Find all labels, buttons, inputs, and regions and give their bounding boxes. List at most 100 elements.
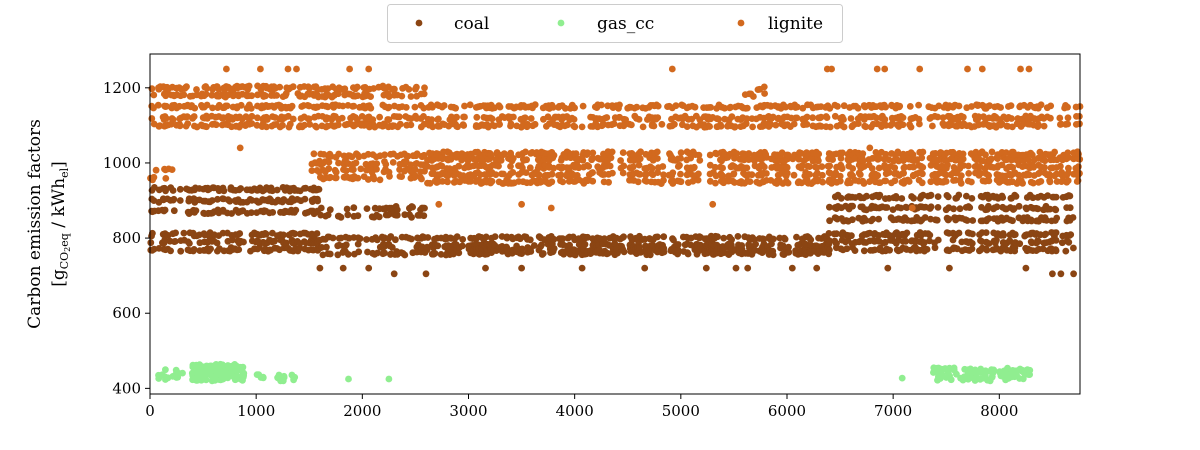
point-coal (1016, 240, 1024, 248)
point-lignite (209, 104, 216, 112)
point-lignite (263, 123, 270, 131)
point-coal (1067, 231, 1075, 239)
point-coal (863, 192, 870, 200)
point-lignite (435, 115, 442, 123)
point-coal (401, 251, 409, 259)
point-lignite (245, 82, 253, 90)
point-lignite (549, 104, 557, 111)
point-coal (147, 239, 155, 247)
point-coal (1029, 194, 1037, 202)
point-lignite (183, 113, 191, 121)
point-lignite (934, 113, 942, 121)
point-coal (714, 233, 721, 241)
point-lignite (598, 101, 605, 109)
point-coal (843, 245, 851, 253)
point-lignite (155, 84, 162, 92)
point-coal (1022, 264, 1030, 272)
point-lignite (522, 169, 530, 177)
point-coal (364, 248, 371, 256)
point-coal (1070, 270, 1077, 278)
point-coal (162, 187, 170, 195)
point-coal (660, 245, 668, 252)
point-gas-cc (259, 374, 267, 382)
point-coal (292, 206, 300, 214)
point-lignite (557, 171, 565, 179)
point-lignite (350, 102, 358, 110)
point-coal (1065, 238, 1073, 246)
point-lignite (915, 101, 922, 109)
point-lignite (548, 170, 556, 178)
point-coal (355, 248, 363, 256)
point-coal (326, 250, 334, 258)
point-coal (354, 212, 362, 220)
point-lignite (202, 90, 210, 98)
point-lignite (658, 120, 666, 128)
point-lignite (636, 155, 644, 163)
point-coal (393, 211, 401, 219)
point-coal (876, 191, 884, 199)
point-lignite (305, 115, 313, 123)
point-lignite (176, 122, 184, 130)
point-lignite (677, 149, 685, 157)
point-lignite (353, 83, 361, 91)
point-coal (237, 185, 245, 192)
point-coal (849, 216, 856, 224)
point-coal (343, 205, 351, 213)
point-lignite (1008, 115, 1015, 122)
point-lignite (548, 178, 556, 186)
point-coal (482, 264, 489, 272)
point-lignite (809, 114, 817, 122)
point-lignite (526, 164, 534, 172)
point-lignite (325, 165, 333, 173)
point-lignite (203, 101, 211, 109)
y-tick-label: 800 (112, 229, 141, 247)
point-lignite (818, 163, 826, 171)
point-lignite (1046, 178, 1054, 186)
point-coal (491, 233, 499, 241)
point-lignite (263, 116, 271, 123)
point-coal (269, 209, 277, 216)
point-coal (518, 245, 526, 253)
point-coal (889, 206, 897, 214)
point-lignite (653, 148, 661, 156)
point-lignite (891, 177, 899, 185)
point-lignite (873, 65, 881, 73)
point-coal (950, 205, 957, 213)
y-label-close: ] (49, 161, 69, 168)
point-lignite (1025, 65, 1033, 73)
point-lignite (628, 121, 635, 129)
point-lignite (908, 204, 916, 212)
point-coal (409, 203, 416, 211)
point-lignite (589, 169, 596, 176)
point-lignite (1064, 120, 1072, 128)
point-coal (1070, 244, 1077, 252)
point-coal (324, 211, 332, 219)
point-lignite (335, 121, 342, 129)
point-coal (375, 213, 383, 221)
point-lignite (727, 103, 734, 111)
point-lignite (497, 156, 505, 164)
point-lignite (286, 120, 294, 128)
point-lignite (507, 163, 514, 170)
point-coal (793, 233, 800, 241)
point-lignite (790, 171, 798, 179)
point-coal (1012, 193, 1020, 200)
point-lignite (276, 83, 284, 91)
point-lignite (284, 65, 292, 73)
point-coal (826, 246, 833, 254)
point-lignite (707, 104, 715, 111)
point-coal (921, 214, 929, 221)
point-lignite (550, 164, 557, 172)
point-lignite (836, 172, 844, 180)
point-coal (167, 247, 175, 255)
point-coal (186, 240, 193, 247)
point-coal (848, 232, 855, 240)
point-coal (213, 239, 221, 247)
point-coal (926, 237, 933, 245)
point-coal (744, 264, 752, 272)
point-lignite (523, 156, 530, 164)
point-lignite (834, 103, 841, 110)
point-lignite (257, 65, 264, 73)
point-coal (903, 229, 911, 237)
point-coal (674, 241, 682, 248)
